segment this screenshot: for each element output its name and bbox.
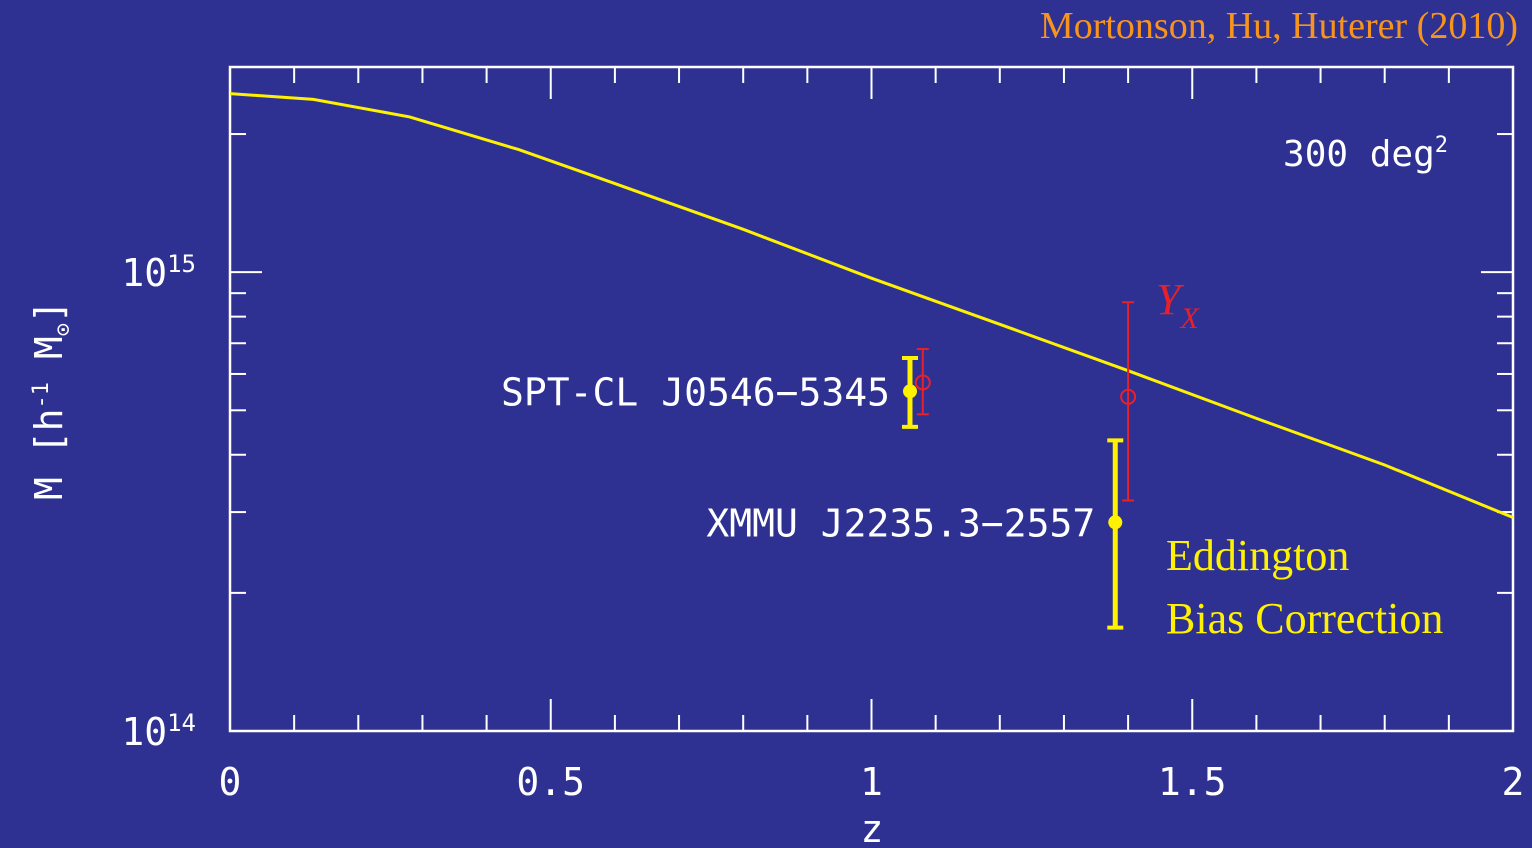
y-tick-label: 1014	[121, 709, 196, 754]
y-axis-label: M [h-1 M⊙]	[27, 300, 76, 500]
x-tick-label: 2	[1502, 760, 1525, 804]
y-tick-label: 1015	[121, 250, 196, 295]
y-axis-label-close: ]	[27, 300, 71, 323]
y-tick-label-base: 10	[121, 710, 167, 754]
x-tick-label: 1	[860, 760, 883, 804]
spt-cluster-point	[902, 384, 917, 399]
area-label: 300 deg2	[1283, 133, 1448, 175]
y-axis-label-main: M [h	[27, 408, 71, 500]
spt-cluster-yx-point	[914, 374, 931, 391]
y-axis-label-sub: ⊙	[51, 323, 76, 336]
y-tick-label-exponent: 15	[167, 250, 196, 278]
xmmu-cluster-point	[1108, 515, 1123, 530]
y-axis-label-end: M	[27, 336, 71, 382]
xmmu-cluster-label: XMMU J2235.3−2557	[706, 501, 1095, 545]
yx-label-sub: X	[1179, 302, 1200, 335]
area-label-sup: 2	[1435, 133, 1448, 158]
x-tick-label: 0.5	[516, 760, 585, 804]
credit-text: Mortonson, Hu, Huterer (2010)	[1040, 5, 1518, 47]
spt-cluster-label: SPT-CL J0546−5345	[501, 370, 890, 414]
yx-label: YX	[1156, 275, 1200, 335]
mass-threshold-curve	[229, 92, 1514, 519]
eddington-label-line-2: Bias Correction	[1166, 594, 1443, 643]
x-tick-label: 0	[219, 760, 242, 804]
y-tick-label-exponent: 14	[167, 709, 196, 737]
area-label-main: 300 deg	[1283, 134, 1435, 175]
eddington-label-line-1: Eddington	[1166, 531, 1349, 580]
plot-data: SPT-CL J0546−5345 XMMU J2235.3−2557	[229, 92, 1514, 630]
yx-label-main: Y	[1156, 275, 1185, 324]
xmmu-cluster-yx-point	[1120, 388, 1137, 405]
x-axis-label: z	[861, 807, 884, 848]
x-tick-label: 1.5	[1158, 760, 1227, 804]
y-tick-label-base: 10	[121, 251, 167, 295]
y-axis-label-sup: -1	[29, 382, 54, 409]
